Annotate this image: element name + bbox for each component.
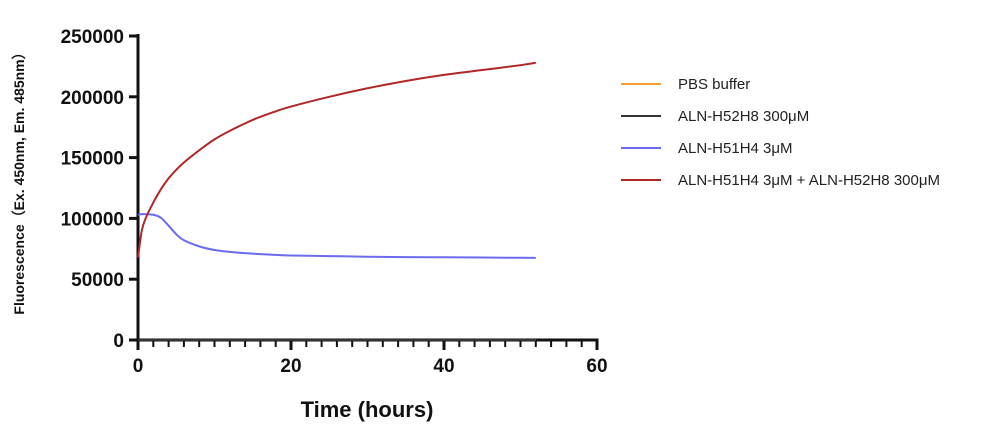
y-tick-label: 50000 xyxy=(71,270,124,291)
legend-label-3: ALN-H51H4 3μM xyxy=(678,140,793,157)
x-tick-label: 60 xyxy=(586,356,607,377)
y-tick-label: 250000 xyxy=(61,27,124,48)
legend-label-4: ALN-H51H4 3μM + ALN-H52H8 300μM xyxy=(678,172,940,189)
axes: 0 50000 100000 150000 200000 250000 0 20 40 60 xyxy=(61,27,608,377)
y-tick-label: 0 xyxy=(113,331,124,352)
x-tick-label: 20 xyxy=(280,356,301,377)
y-axis-title: Fluorescence（Ex. 450nm, Em. 485nm） xyxy=(11,45,27,314)
series-line-4 xyxy=(137,61,536,258)
y-tick-label: 100000 xyxy=(61,209,124,230)
y-tick-label: 150000 xyxy=(61,149,124,170)
y-tick-label: 200000 xyxy=(61,88,124,109)
x-tick-label: 40 xyxy=(433,356,454,377)
legend-label-1: PBS buffer xyxy=(678,76,750,93)
legend-label-2: ALN-H52H8 300μM xyxy=(678,108,809,125)
series-line-3 xyxy=(137,213,536,259)
plot-area xyxy=(137,61,536,341)
x-axis-title: Time (hours) xyxy=(301,397,434,422)
x-tick-label: 0 xyxy=(133,356,144,377)
legend: PBS buffer ALN-H52H8 300μM ALN-H51H4 3μM AL… xyxy=(621,76,940,189)
y-axis-title-group: Fluorescence（Ex. 450nm, Em. 485nm） xyxy=(11,45,27,314)
